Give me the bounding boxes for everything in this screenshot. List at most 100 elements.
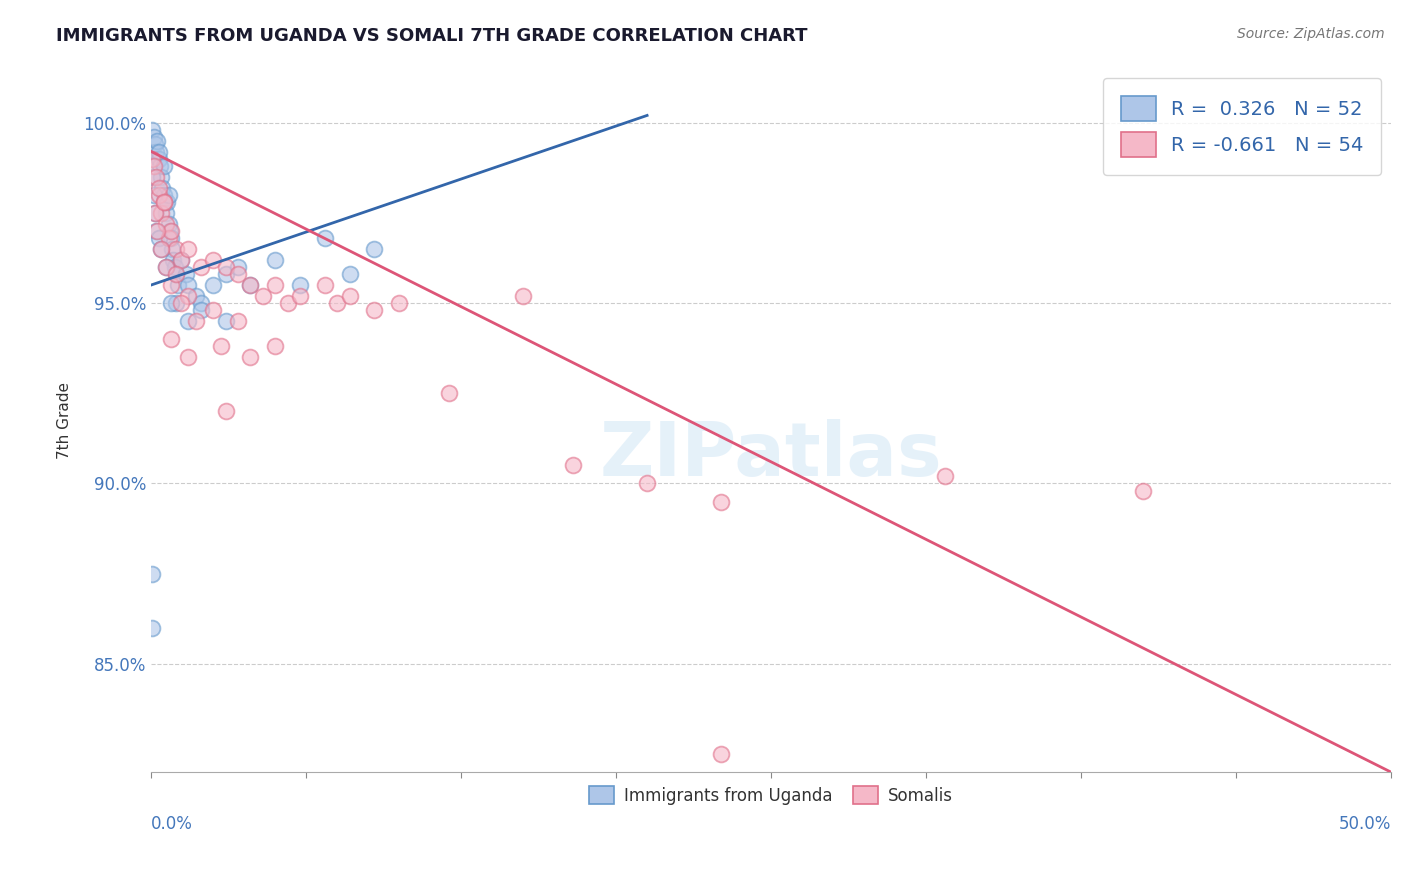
Point	[150, 169, 173, 184]
Text: 50.0%: 50.0%	[1339, 815, 1391, 833]
Point	[339, 267, 361, 281]
Point	[142, 159, 165, 173]
Point	[314, 278, 336, 293]
Point	[561, 458, 583, 473]
Point	[363, 303, 385, 318]
Point	[146, 224, 169, 238]
Point	[141, 621, 163, 635]
Point	[214, 314, 236, 328]
Point	[152, 194, 174, 209]
Point	[177, 289, 200, 303]
Point	[239, 278, 262, 293]
Point	[363, 242, 385, 256]
Point	[160, 296, 183, 310]
Point	[152, 187, 174, 202]
Point	[226, 267, 249, 281]
Point	[177, 278, 200, 293]
Point	[437, 386, 460, 401]
Point	[155, 217, 177, 231]
Point	[202, 303, 225, 318]
Point	[160, 231, 183, 245]
Point	[141, 566, 163, 581]
Point	[264, 278, 287, 293]
Point	[149, 159, 172, 173]
Point	[1132, 801, 1154, 815]
Point	[710, 747, 733, 761]
Point	[159, 224, 181, 238]
Point	[214, 260, 236, 274]
Point	[190, 296, 212, 310]
Point	[165, 296, 187, 310]
Text: 0.0%: 0.0%	[152, 815, 193, 833]
Point	[226, 260, 249, 274]
Point	[155, 260, 177, 274]
Point	[636, 476, 658, 491]
Point	[202, 278, 225, 293]
Point	[155, 206, 177, 220]
Point	[157, 217, 180, 231]
Y-axis label: 7th Grade: 7th Grade	[58, 382, 72, 458]
Point	[1132, 483, 1154, 498]
Point	[142, 187, 165, 202]
Point	[142, 130, 165, 145]
Point	[148, 152, 170, 166]
Text: Source: ZipAtlas.com: Source: ZipAtlas.com	[1237, 27, 1385, 41]
Point	[202, 252, 225, 267]
Point	[264, 339, 287, 353]
Point	[141, 123, 163, 137]
Point	[150, 242, 173, 256]
Point	[148, 231, 170, 245]
Point	[150, 180, 173, 194]
Point	[162, 252, 184, 267]
Text: IMMIGRANTS FROM UGANDA VS SOMALI 7TH GRADE CORRELATION CHART: IMMIGRANTS FROM UGANDA VS SOMALI 7TH GRA…	[56, 27, 807, 45]
Point	[226, 314, 249, 328]
Point	[170, 296, 193, 310]
Point	[152, 159, 174, 173]
Point	[170, 252, 193, 267]
Point	[277, 296, 299, 310]
Point	[145, 145, 167, 159]
Point	[174, 267, 197, 281]
Point	[239, 278, 262, 293]
Point	[143, 206, 166, 220]
Point	[177, 314, 200, 328]
Point	[148, 180, 170, 194]
Text: ZIPatlas: ZIPatlas	[600, 419, 942, 492]
Point	[155, 260, 177, 274]
Point	[152, 194, 174, 209]
Point	[209, 339, 232, 353]
Point	[143, 137, 166, 152]
Point	[163, 260, 186, 274]
Point	[177, 242, 200, 256]
Point	[160, 278, 183, 293]
Point	[326, 296, 349, 310]
Point	[150, 242, 173, 256]
Point	[165, 267, 187, 281]
Point	[512, 289, 534, 303]
Point	[214, 267, 236, 281]
Point	[190, 260, 212, 274]
Point	[710, 494, 733, 508]
Point	[165, 267, 187, 281]
Point	[190, 303, 212, 318]
Point	[252, 289, 274, 303]
Point	[141, 169, 163, 184]
Legend: Immigrants from Uganda, Somalis: Immigrants from Uganda, Somalis	[581, 778, 962, 813]
Point	[141, 152, 163, 166]
Point	[165, 242, 187, 256]
Point	[150, 206, 173, 220]
Point	[153, 194, 176, 209]
Point	[148, 145, 170, 159]
Point	[145, 169, 167, 184]
Point	[148, 187, 170, 202]
Point	[156, 194, 179, 209]
Point	[160, 332, 183, 346]
Point	[160, 242, 183, 256]
Point	[184, 289, 207, 303]
Point	[288, 289, 311, 303]
Point	[177, 350, 200, 364]
Point	[288, 278, 311, 293]
Point	[146, 134, 169, 148]
Point	[239, 350, 262, 364]
Point	[167, 278, 190, 293]
